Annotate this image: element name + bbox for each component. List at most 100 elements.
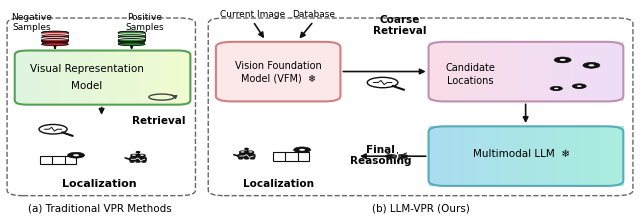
FancyBboxPatch shape xyxy=(131,51,135,105)
FancyBboxPatch shape xyxy=(99,51,103,105)
FancyBboxPatch shape xyxy=(580,126,585,186)
FancyBboxPatch shape xyxy=(57,51,61,105)
Circle shape xyxy=(249,151,252,153)
FancyBboxPatch shape xyxy=(71,51,75,105)
FancyBboxPatch shape xyxy=(106,51,110,105)
Text: (a) Traditional VPR Methods: (a) Traditional VPR Methods xyxy=(28,204,172,214)
FancyBboxPatch shape xyxy=(7,18,195,196)
FancyBboxPatch shape xyxy=(483,42,488,101)
Text: Current Image: Current Image xyxy=(220,10,285,19)
FancyBboxPatch shape xyxy=(131,154,145,158)
FancyBboxPatch shape xyxy=(565,126,570,186)
FancyBboxPatch shape xyxy=(32,51,36,105)
FancyBboxPatch shape xyxy=(522,42,527,101)
FancyBboxPatch shape xyxy=(145,51,149,105)
FancyBboxPatch shape xyxy=(592,126,596,186)
FancyBboxPatch shape xyxy=(134,51,138,105)
FancyBboxPatch shape xyxy=(118,41,145,45)
Text: Model: Model xyxy=(71,81,102,91)
Circle shape xyxy=(577,85,582,87)
Ellipse shape xyxy=(42,31,68,34)
Circle shape xyxy=(396,154,408,158)
FancyBboxPatch shape xyxy=(584,42,589,101)
FancyBboxPatch shape xyxy=(561,126,566,186)
FancyBboxPatch shape xyxy=(557,42,562,101)
FancyBboxPatch shape xyxy=(476,126,480,186)
FancyBboxPatch shape xyxy=(42,38,68,42)
FancyBboxPatch shape xyxy=(141,51,145,105)
Circle shape xyxy=(550,86,563,90)
Ellipse shape xyxy=(42,33,68,36)
FancyBboxPatch shape xyxy=(491,126,495,186)
FancyBboxPatch shape xyxy=(433,126,437,186)
FancyBboxPatch shape xyxy=(127,51,131,105)
FancyBboxPatch shape xyxy=(604,42,609,101)
Circle shape xyxy=(554,88,559,89)
FancyBboxPatch shape xyxy=(526,42,531,101)
FancyBboxPatch shape xyxy=(577,42,581,101)
Circle shape xyxy=(140,155,144,156)
Ellipse shape xyxy=(42,36,68,39)
FancyBboxPatch shape xyxy=(472,42,476,101)
FancyBboxPatch shape xyxy=(170,51,173,105)
FancyBboxPatch shape xyxy=(22,51,26,105)
Text: Coarse
Retrieval: Coarse Retrieval xyxy=(373,15,427,36)
FancyBboxPatch shape xyxy=(444,42,449,101)
FancyBboxPatch shape xyxy=(479,126,484,186)
FancyBboxPatch shape xyxy=(118,38,145,42)
FancyBboxPatch shape xyxy=(487,126,492,186)
FancyBboxPatch shape xyxy=(456,42,460,101)
FancyBboxPatch shape xyxy=(156,51,159,105)
FancyBboxPatch shape xyxy=(518,126,523,186)
FancyBboxPatch shape xyxy=(608,42,612,101)
FancyBboxPatch shape xyxy=(588,42,593,101)
FancyBboxPatch shape xyxy=(173,51,177,105)
Circle shape xyxy=(135,161,141,163)
FancyBboxPatch shape xyxy=(479,42,484,101)
Circle shape xyxy=(572,84,586,89)
FancyBboxPatch shape xyxy=(612,126,616,186)
FancyBboxPatch shape xyxy=(440,42,445,101)
FancyBboxPatch shape xyxy=(515,126,519,186)
Text: (b) LLM-VPR (Ours): (b) LLM-VPR (Ours) xyxy=(372,204,470,214)
FancyBboxPatch shape xyxy=(584,126,589,186)
FancyBboxPatch shape xyxy=(36,51,40,105)
FancyBboxPatch shape xyxy=(456,126,460,186)
Ellipse shape xyxy=(42,31,68,34)
FancyBboxPatch shape xyxy=(452,42,456,101)
Text: Database: Database xyxy=(292,10,335,19)
FancyBboxPatch shape xyxy=(495,42,499,101)
Text: Candidate: Candidate xyxy=(445,63,495,73)
FancyBboxPatch shape xyxy=(433,42,437,101)
FancyBboxPatch shape xyxy=(138,51,142,105)
Polygon shape xyxy=(555,61,570,63)
Polygon shape xyxy=(573,87,586,89)
FancyBboxPatch shape xyxy=(180,51,184,105)
FancyBboxPatch shape xyxy=(502,126,507,186)
Circle shape xyxy=(136,152,140,153)
FancyBboxPatch shape xyxy=(43,51,47,105)
Text: Model (VFM)  ❄: Model (VFM) ❄ xyxy=(241,74,316,84)
FancyBboxPatch shape xyxy=(448,42,452,101)
FancyBboxPatch shape xyxy=(472,126,476,186)
Ellipse shape xyxy=(42,39,68,42)
FancyBboxPatch shape xyxy=(429,42,433,101)
Ellipse shape xyxy=(42,40,68,43)
FancyBboxPatch shape xyxy=(541,42,546,101)
Text: Retrieval: Retrieval xyxy=(132,116,185,126)
FancyBboxPatch shape xyxy=(53,51,58,105)
Ellipse shape xyxy=(118,40,145,43)
FancyBboxPatch shape xyxy=(530,42,534,101)
FancyBboxPatch shape xyxy=(92,51,96,105)
FancyBboxPatch shape xyxy=(109,51,114,105)
FancyBboxPatch shape xyxy=(42,35,68,39)
Circle shape xyxy=(385,154,397,158)
FancyBboxPatch shape xyxy=(553,42,557,101)
FancyBboxPatch shape xyxy=(526,126,531,186)
Ellipse shape xyxy=(42,43,68,46)
FancyBboxPatch shape xyxy=(152,51,156,105)
FancyBboxPatch shape xyxy=(88,51,93,105)
FancyBboxPatch shape xyxy=(476,42,480,101)
FancyBboxPatch shape xyxy=(495,126,499,186)
Circle shape xyxy=(238,158,243,160)
